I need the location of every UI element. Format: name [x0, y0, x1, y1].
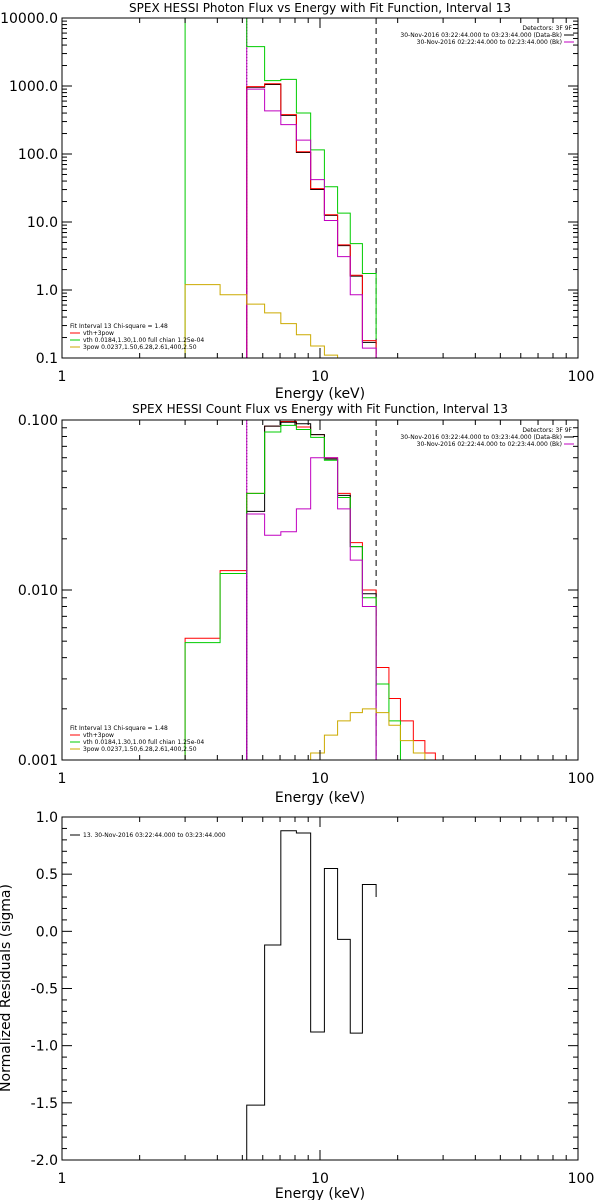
x-axis-label: Energy (keV) — [275, 386, 365, 402]
x-tick-label: 10 — [311, 1171, 329, 1187]
y-axis-label: Normalized Residuals (sigma) — [0, 884, 14, 1092]
legend-entry: 3pow 0.0237,1.50,6.28,2.61,400,2.50 — [83, 344, 197, 351]
panel-photon-flux: SPEX HESSI Photon Flux vs Energy with Fi… — [0, 1, 594, 402]
legend-entry: 13. 30-Nov-2016 03:22:44.000 to 03:23:44… — [83, 832, 226, 839]
y-tick-label: -0.5 — [31, 982, 58, 998]
legend-entry: vth 0.0184,1.30,1.00 full chian 1.25e-04 — [83, 739, 204, 746]
panel-title: SPEX HESSI Count Flux vs Energy with Fit… — [132, 402, 508, 416]
series-line — [246, 88, 377, 358]
legend-entry: 3pow 0.0237,1.50,6.28,2.61,400,2.50 — [83, 746, 197, 753]
x-axis: 1 10 100 — [58, 817, 595, 1187]
series-line — [246, 457, 377, 760]
x-tick-label: 10 — [311, 771, 329, 787]
y-axis: 0.001 0.010 0.100 — [18, 413, 578, 769]
y-axis: 0.1 1.0 10.0 100.0 1000.0 10000.0 — [0, 11, 578, 367]
legend-header: Fit Interval 13 Chi-square = 1.48 — [70, 725, 168, 732]
legend-header: Detectors: 3F 9F — [522, 427, 572, 434]
y-tick-label: 1000.0 — [9, 79, 58, 95]
legend-header: Detectors: 3F 9F — [522, 25, 572, 32]
legend-top-left: 13. 30-Nov-2016 03:22:44.000 to 03:23:44… — [70, 832, 226, 839]
series-line — [246, 830, 377, 1160]
x-tick-label: 10 — [311, 369, 329, 385]
legend-entry: vth 0.0184,1.30,1.00 full chian 1.25e-04 — [83, 337, 204, 344]
y-tick-label: 1.0 — [36, 283, 58, 299]
y-tick-label: 10000.0 — [0, 11, 58, 27]
series-line — [310, 708, 436, 760]
legend-entry: 30-Nov-2016 03:22:44.000 to 03:23:44.000… — [400, 434, 562, 441]
x-axis-label: Energy (keV) — [275, 1186, 365, 1200]
x-tick-label: 1 — [58, 771, 67, 787]
panel-title: SPEX HESSI Photon Flux vs Energy with Fi… — [129, 1, 511, 15]
legend-bottom-left: Fit Interval 13 Chi-square = 1.48vth+3po… — [70, 725, 204, 753]
x-tick-label: 100 — [568, 369, 595, 385]
x-tick-label: 1 — [58, 369, 67, 385]
legend-entry: 30-Nov-2016 03:22:44.000 to 03:23:44.000… — [400, 32, 562, 39]
legend-entry: vth+3pow — [83, 330, 114, 337]
panel-marks — [184, 420, 436, 760]
x-tick-label: 100 — [568, 1171, 595, 1187]
panel-marks — [246, 830, 377, 1160]
series-line — [184, 18, 377, 358]
y-tick-label: 10.0 — [27, 215, 58, 231]
y-tick-label: 0.001 — [18, 753, 58, 769]
y-tick-label: 1.0 — [36, 810, 58, 826]
legend-header: Fit Interval 13 Chi-square = 1.48 — [70, 323, 168, 330]
x-axis-label: Energy (keV) — [275, 790, 365, 806]
x-axis: 1 10 100 — [58, 18, 595, 385]
x-tick-label: 100 — [568, 771, 595, 787]
series-line — [184, 284, 339, 358]
legend-entry: vth+3pow — [83, 732, 114, 739]
y-tick-label: 0.1 — [36, 351, 58, 367]
y-tick-label: -2.0 — [31, 1153, 58, 1169]
panel-count-flux: SPEX HESSI Count Flux vs Energy with Fit… — [18, 402, 594, 806]
panel-marks — [184, 18, 377, 358]
y-tick-label: 100.0 — [18, 147, 58, 163]
panel-residuals: -2.0 -1.5 -1.0 -0.5 0.0 0.5 1.0 1 10 100 Energy … — [0, 810, 594, 1200]
y-tick-label: -1.0 — [31, 1039, 58, 1055]
y-tick-label: 0.010 — [18, 583, 58, 599]
x-tick-label: 1 — [58, 1171, 67, 1187]
series-line — [246, 84, 377, 358]
y-tick-label: -1.5 — [31, 1096, 58, 1112]
y-axis: -2.0 -1.5 -1.0 -0.5 0.0 0.5 1.0 — [31, 810, 578, 1169]
x-axis: 1 10 100 — [58, 420, 595, 787]
series-line — [246, 83, 377, 358]
legend-entry: 30-Nov-2016 02:22:44.000 to 02:23:44.000… — [417, 39, 562, 46]
legend-entry: 30-Nov-2016 02:22:44.000 to 02:23:44.000… — [417, 441, 562, 448]
legend-bottom-left: Fit Interval 13 Chi-square = 1.48vth+3po… — [70, 323, 204, 351]
y-tick-label: 0.5 — [36, 867, 58, 883]
y-tick-label: 0.100 — [18, 413, 58, 429]
y-tick-label: 0.0 — [36, 924, 58, 940]
